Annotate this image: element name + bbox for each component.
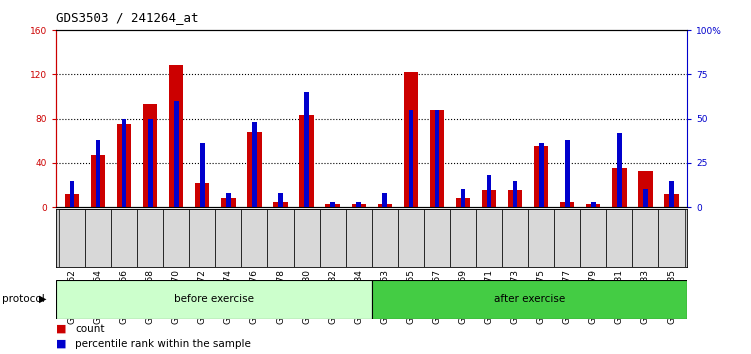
Bar — [148, 119, 152, 207]
Bar — [554, 209, 581, 267]
Bar — [372, 209, 398, 267]
Bar — [638, 171, 653, 207]
Bar — [508, 190, 522, 207]
Bar — [502, 209, 528, 267]
Text: after exercise: after exercise — [494, 294, 565, 304]
Bar — [378, 204, 392, 207]
Text: ■: ■ — [56, 324, 67, 333]
Bar — [122, 119, 126, 207]
Bar — [456, 198, 470, 207]
Bar — [70, 181, 74, 207]
Bar — [91, 155, 105, 207]
Bar — [357, 202, 361, 207]
Bar — [591, 202, 596, 207]
Bar — [216, 209, 241, 267]
Bar — [169, 65, 183, 207]
Bar — [200, 143, 205, 207]
Bar — [226, 193, 231, 207]
Bar — [252, 122, 257, 207]
Bar — [137, 209, 163, 267]
Bar — [267, 209, 294, 267]
Bar — [534, 146, 548, 207]
Bar — [424, 209, 450, 267]
Bar — [95, 140, 101, 207]
Text: ■: ■ — [56, 339, 67, 349]
Bar — [174, 101, 179, 207]
Text: count: count — [75, 324, 104, 333]
Bar — [513, 181, 517, 207]
Bar — [143, 104, 158, 207]
Bar — [560, 201, 575, 207]
Bar — [345, 209, 372, 267]
Bar — [606, 209, 632, 267]
Bar — [612, 169, 626, 207]
Bar — [117, 124, 131, 207]
Bar — [430, 110, 444, 207]
Bar — [409, 110, 413, 207]
Text: GDS3503 / 241264_at: GDS3503 / 241264_at — [56, 11, 199, 24]
Bar — [632, 209, 659, 267]
Bar — [320, 209, 345, 267]
Bar — [435, 110, 439, 207]
Bar — [351, 204, 366, 207]
Bar — [273, 201, 288, 207]
Bar — [538, 143, 544, 207]
Bar — [404, 72, 418, 207]
Bar — [476, 209, 502, 267]
Text: percentile rank within the sample: percentile rank within the sample — [75, 339, 251, 349]
Bar — [85, 209, 111, 267]
Bar — [586, 204, 601, 207]
Bar — [163, 209, 189, 267]
Bar — [665, 194, 679, 207]
Bar — [617, 133, 622, 207]
Bar — [565, 140, 569, 207]
Bar — [643, 189, 648, 207]
Bar — [330, 202, 335, 207]
Bar — [300, 115, 314, 207]
Bar — [304, 92, 309, 207]
Bar — [111, 209, 137, 267]
Bar — [222, 198, 236, 207]
Bar — [482, 190, 496, 207]
Text: before exercise: before exercise — [174, 294, 254, 304]
Bar — [528, 209, 554, 267]
Bar — [278, 193, 283, 207]
Text: ▶: ▶ — [39, 294, 47, 304]
Bar — [325, 204, 339, 207]
Bar — [382, 193, 387, 207]
Bar — [487, 175, 491, 207]
Bar — [460, 189, 466, 207]
Bar — [247, 132, 261, 207]
Bar — [56, 280, 372, 319]
Bar — [65, 194, 79, 207]
Bar — [372, 280, 687, 319]
Bar — [241, 209, 267, 267]
Bar — [294, 209, 320, 267]
Bar — [581, 209, 606, 267]
Bar — [195, 183, 210, 207]
Bar — [189, 209, 216, 267]
Bar — [669, 181, 674, 207]
Bar — [398, 209, 424, 267]
Text: protocol: protocol — [2, 294, 44, 304]
Bar — [59, 209, 85, 267]
Bar — [450, 209, 476, 267]
Bar — [659, 209, 685, 267]
